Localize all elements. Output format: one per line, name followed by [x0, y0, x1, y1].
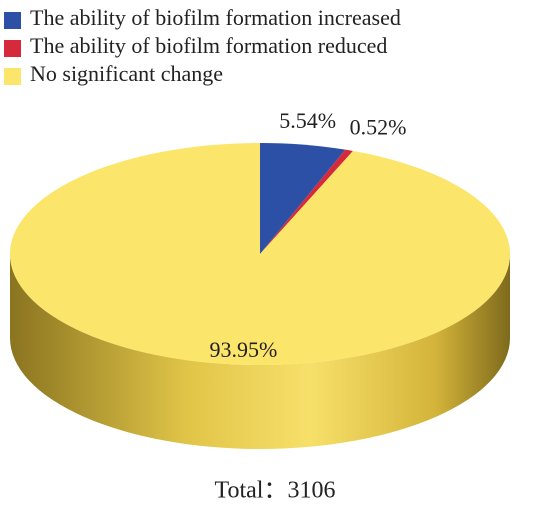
- legend-swatch: [4, 40, 21, 57]
- legend-label: The ability of biofilm formation reduced: [30, 33, 387, 58]
- slice-side: [10, 254, 510, 449]
- legend-label: The ability of biofilm formation increas…: [30, 5, 401, 30]
- legend-swatch: [4, 68, 21, 85]
- legend-label: No significant change: [30, 61, 223, 86]
- slice: [10, 143, 511, 366]
- data-label: 93.95%: [210, 337, 278, 362]
- slice: [260, 143, 346, 254]
- slice: [260, 149, 353, 254]
- data-label: 0.52%: [350, 115, 407, 140]
- total-note: Total：3106: [215, 478, 336, 504]
- data-label: 5.54%: [279, 108, 336, 133]
- legend-swatch: [4, 12, 21, 29]
